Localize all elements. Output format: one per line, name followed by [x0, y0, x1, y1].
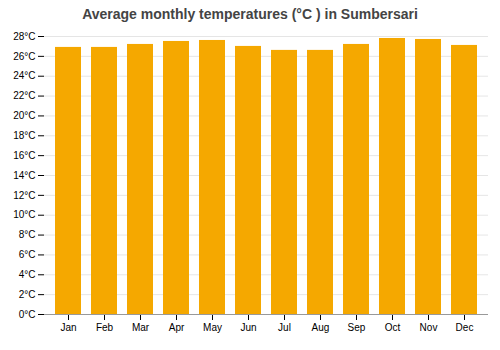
svg-text:Feb: Feb — [96, 322, 114, 333]
svg-text:22°C: 22°C — [13, 90, 35, 101]
svg-text:18°C: 18°C — [13, 130, 35, 141]
svg-text:16°C: 16°C — [13, 150, 35, 161]
svg-text:8°C: 8°C — [19, 229, 36, 240]
svg-text:Jun: Jun — [240, 322, 256, 333]
svg-text:28°C: 28°C — [13, 31, 35, 42]
svg-text:4°C: 4°C — [19, 269, 36, 280]
svg-text:14°C: 14°C — [13, 170, 35, 181]
svg-text:26°C: 26°C — [13, 51, 35, 62]
svg-text:Mar: Mar — [132, 322, 150, 333]
svg-text:Dec: Dec — [456, 322, 474, 333]
svg-text:Jan: Jan — [60, 322, 76, 333]
svg-text:24°C: 24°C — [13, 70, 35, 81]
svg-text:2°C: 2°C — [19, 289, 36, 300]
svg-text:Oct: Oct — [385, 322, 401, 333]
svg-text:12°C: 12°C — [13, 190, 35, 201]
svg-text:May: May — [203, 322, 222, 333]
svg-text:6°C: 6°C — [19, 249, 36, 260]
html-text:Average monthly temperatures (: Average monthly temperatures (°C ) in Su… — [82, 6, 418, 22]
svg-text:Apr: Apr — [169, 322, 185, 333]
svg-text:0°C: 0°C — [19, 309, 36, 320]
svg-text:Aug: Aug — [312, 322, 330, 333]
svg-text:10°C: 10°C — [13, 209, 35, 220]
svg-text:Sep: Sep — [348, 322, 366, 333]
svg-text:20°C: 20°C — [13, 110, 35, 121]
svg-text:Nov: Nov — [420, 322, 438, 333]
svg-text:Jul: Jul — [278, 322, 291, 333]
